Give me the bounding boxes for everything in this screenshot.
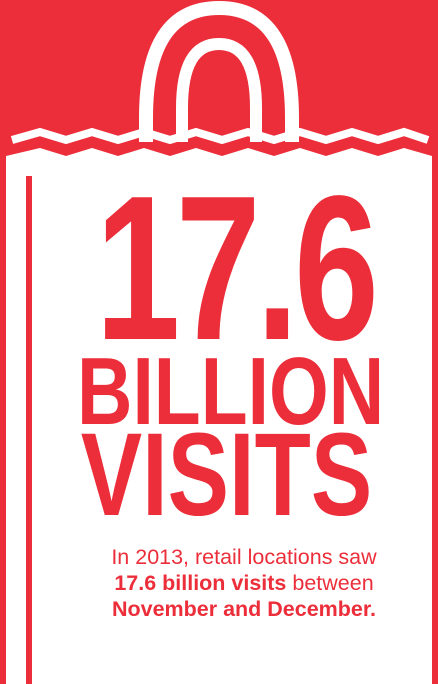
caption-highlight-visits: 17.6 billion visits	[114, 571, 287, 595]
caption-line-2-rest: between	[286, 571, 374, 595]
caption-highlight-months: November and December.	[111, 597, 377, 621]
bag-rim-zigzag	[10, 127, 430, 145]
headline-unit-billion: BILLION	[77, 338, 385, 445]
caption-line-1: In 2013, retail locations saw	[111, 545, 377, 569]
bag-handle-outer	[139, 0, 299, 142]
headline-number: 17.6	[95, 153, 379, 383]
bag-gusset-edge	[6, 156, 26, 684]
caption: In 2013, retail locations saw 17.6 billi…	[52, 544, 436, 622]
bag-body	[6, 148, 432, 684]
bag-gusset-fold	[26, 176, 32, 684]
bag-handle-inner	[176, 37, 262, 142]
headline-unit-visits: VISITS	[80, 409, 373, 541]
